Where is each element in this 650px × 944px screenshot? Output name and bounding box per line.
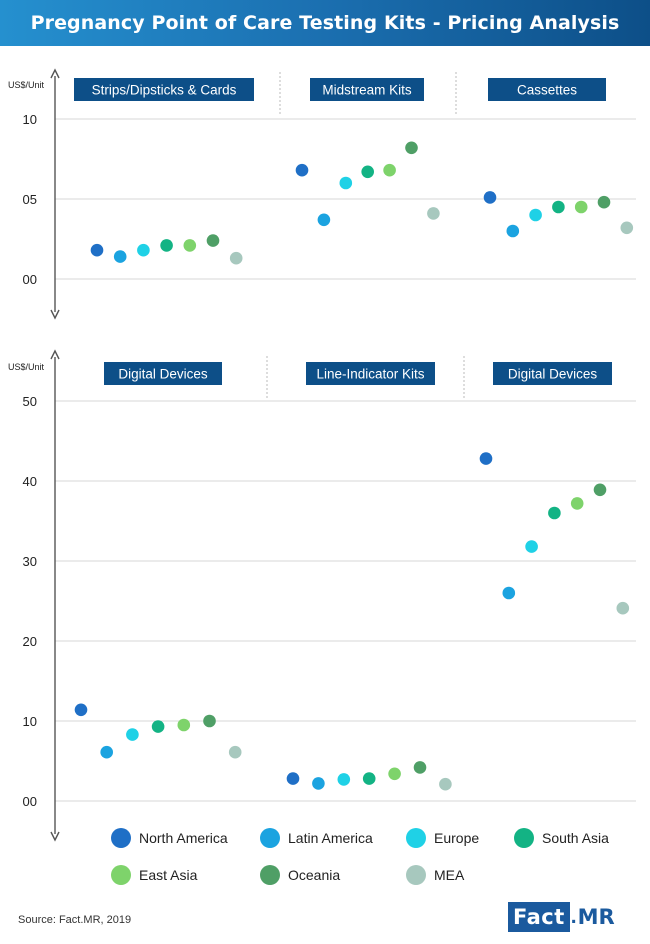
- logo-mr: MR: [577, 905, 615, 929]
- data-point: [383, 163, 396, 177]
- data-point: [126, 728, 139, 741]
- data-point: [413, 761, 427, 774]
- data-point: [177, 718, 191, 732]
- y-tick-label: 20: [23, 634, 37, 649]
- data-point: [362, 772, 376, 785]
- group-header-label: Digital Devices: [508, 367, 598, 382]
- legend-label: East Asia: [139, 867, 198, 883]
- data-point: [574, 200, 588, 214]
- factmr-logo: Fact . MR: [508, 902, 615, 932]
- source-note: Source: Fact.MR, 2019: [18, 914, 132, 926]
- group-header-label: Line-Indicator Kits: [316, 367, 424, 382]
- data-point: [228, 745, 242, 759]
- data-point: [616, 601, 630, 615]
- group-header-label: Strips/Dipsticks & Cards: [92, 83, 237, 98]
- group-header-label: Midstream Kits: [322, 83, 412, 98]
- data-point: [506, 224, 520, 238]
- data-point: [593, 483, 607, 497]
- group-header-box: [74, 78, 254, 101]
- data-point: [529, 208, 542, 222]
- data-point: [74, 703, 88, 717]
- data-point: [479, 452, 493, 465]
- legend-marker: [406, 865, 426, 885]
- group-header-box: [306, 362, 435, 385]
- legend-label: Oceania: [288, 867, 340, 883]
- data-point: [548, 506, 561, 520]
- data-point: [427, 207, 440, 220]
- data-point: [229, 251, 243, 265]
- group-header-box: [488, 78, 606, 101]
- data-point: [90, 243, 104, 257]
- data-point: [113, 250, 127, 263]
- data-point: [317, 213, 331, 227]
- data-point: [337, 773, 351, 786]
- data-point: [151, 720, 165, 733]
- chart-title: Pregnancy Point of Care Testing Kits - P…: [30, 12, 620, 34]
- y-axis-label: US$/Unit: [8, 80, 45, 90]
- data-point: [502, 586, 516, 600]
- group-header-label: Digital Devices: [118, 367, 208, 382]
- data-point: [137, 243, 150, 257]
- y-axis-label: US$/Unit: [8, 362, 45, 372]
- y-tick-label: 00: [23, 794, 37, 809]
- legend-label: South Asia: [542, 830, 609, 846]
- legend-label: North America: [139, 830, 228, 846]
- data-point: [361, 165, 375, 179]
- data-point: [206, 234, 220, 247]
- y-axis-arrow-up: [50, 349, 60, 360]
- data-point: [183, 239, 197, 252]
- y-tick-label: 00: [23, 272, 37, 287]
- logo-fact: Fact: [508, 902, 570, 932]
- y-tick-label: 10: [23, 112, 37, 127]
- data-point: [339, 176, 353, 190]
- group-header-label: Cassettes: [517, 83, 577, 98]
- y-tick-label: 30: [23, 554, 37, 569]
- legend-marker: [111, 865, 131, 885]
- legend-label: Europe: [434, 830, 479, 846]
- legend-marker: [260, 865, 280, 885]
- legend-label: Latin America: [288, 830, 373, 846]
- group-header-box: [493, 362, 612, 385]
- data-point: [552, 200, 565, 214]
- data-point: [312, 777, 325, 790]
- data-point: [100, 745, 113, 759]
- legend-marker: [260, 828, 280, 848]
- data-point: [483, 191, 497, 204]
- y-tick-label: 40: [23, 474, 37, 489]
- logo-dot: .: [570, 905, 577, 928]
- title-banner: Pregnancy Point of Care Testing Kits - P…: [0, 0, 650, 46]
- data-point: [439, 777, 452, 791]
- data-point: [388, 767, 401, 781]
- y-tick-label: 10: [23, 714, 37, 729]
- legend-label: MEA: [434, 867, 465, 883]
- y-axis-arrow-down: [50, 831, 60, 842]
- data-point: [405, 141, 418, 155]
- legend-marker: [406, 828, 426, 848]
- y-axis-arrow-up: [50, 68, 60, 79]
- data-point: [286, 772, 300, 785]
- y-tick-label: 05: [23, 192, 37, 207]
- data-point: [597, 195, 611, 209]
- data-point: [295, 163, 309, 177]
- y-axis-arrow-down: [50, 309, 60, 320]
- data-point: [203, 714, 216, 728]
- data-point: [160, 239, 173, 252]
- data-point: [570, 497, 584, 510]
- group-header-box: [104, 362, 222, 385]
- legend-marker: [111, 828, 131, 848]
- legend-marker: [514, 828, 534, 848]
- group-header-box: [310, 78, 424, 101]
- y-tick-label: 50: [23, 394, 37, 409]
- data-point: [525, 540, 538, 553]
- data-point: [620, 221, 634, 235]
